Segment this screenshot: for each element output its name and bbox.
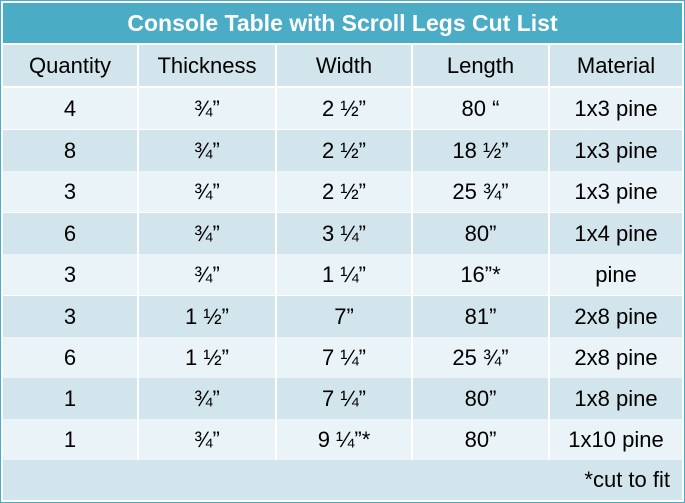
table-row: 3 ¾” 1 ¼” 16”* pine (3, 254, 682, 295)
cell-thickness: ¾” (139, 213, 277, 254)
cell-length: 80” (413, 378, 550, 419)
cell-material: 1x8 pine (550, 378, 682, 419)
cell-quantity: 3 (3, 296, 139, 337)
table-row: 8 ¾” 2 ½” 18 ½” 1x3 pine (3, 130, 682, 171)
cell-thickness: ¾” (139, 254, 277, 295)
cell-thickness: ¾” (139, 378, 277, 419)
cell-material: pine (550, 254, 682, 295)
table-row: 1 ¾” 7 ¼” 80” 1x8 pine (3, 378, 682, 419)
cell-material: 1x3 pine (550, 88, 682, 129)
cell-material: 1x3 pine (550, 171, 682, 212)
cell-width: 2 ½” (277, 88, 413, 129)
column-header-length: Length (413, 45, 550, 86)
cell-width: 1 ¼” (277, 254, 413, 295)
table-row: 3 ¾” 2 ½” 25 ¾” 1x3 pine (3, 171, 682, 212)
cell-thickness: ¾” (139, 171, 277, 212)
cell-length: 18 ½” (413, 130, 550, 171)
cell-quantity: 3 (3, 254, 139, 295)
cell-quantity: 6 (3, 213, 139, 254)
cell-width: 7 ¼” (277, 337, 413, 378)
cell-material: 1x10 pine (550, 419, 682, 460)
column-header-thickness: Thickness (139, 45, 277, 86)
cell-material: 1x3 pine (550, 130, 682, 171)
cell-thickness: 1 ½” (139, 337, 277, 378)
cell-quantity: 1 (3, 378, 139, 419)
table-row: 6 1 ½” 7 ¼” 25 ¾” 2x8 pine (3, 337, 682, 378)
cell-width: 9 ¼”* (277, 419, 413, 460)
cell-length: 25 ¾” (413, 171, 550, 212)
column-header-material: Material (550, 45, 682, 86)
cell-material: 2x8 pine (550, 337, 682, 378)
table-row: 4 ¾” 2 ½” 80 “ 1x3 pine (3, 88, 682, 129)
table-row: 1 ¾” 9 ¼”* 80” 1x10 pine (3, 419, 682, 460)
table-row: 3 1 ½” 7” 81” 2x8 pine (3, 296, 682, 337)
cell-width: 7” (277, 296, 413, 337)
cell-length: 80” (413, 213, 550, 254)
table-row: 6 ¾” 3 ¼” 80” 1x4 pine (3, 213, 682, 254)
cell-length: 80” (413, 419, 550, 460)
cell-length: 25 ¾” (413, 337, 550, 378)
cell-width: 2 ½” (277, 171, 413, 212)
table-title: Console Table with Scroll Legs Cut List (3, 3, 682, 43)
column-header-width: Width (277, 45, 413, 86)
cell-quantity: 3 (3, 171, 139, 212)
cell-width: 7 ¼” (277, 378, 413, 419)
cell-quantity: 4 (3, 88, 139, 129)
cell-thickness: ¾” (139, 419, 277, 460)
cell-thickness: 1 ½” (139, 296, 277, 337)
footnote: *cut to fit (3, 460, 682, 500)
column-header-quantity: Quantity (3, 45, 139, 86)
cell-thickness: ¾” (139, 130, 277, 171)
cell-length: 81” (413, 296, 550, 337)
cell-length: 16”* (413, 254, 550, 295)
cell-material: 1x4 pine (550, 213, 682, 254)
cell-quantity: 1 (3, 419, 139, 460)
header-row: Quantity Thickness Width Length Material (3, 45, 682, 86)
cell-material: 2x8 pine (550, 296, 682, 337)
cell-quantity: 8 (3, 130, 139, 171)
cell-width: 2 ½” (277, 130, 413, 171)
cell-quantity: 6 (3, 337, 139, 378)
cell-length: 80 “ (413, 88, 550, 129)
cell-thickness: ¾” (139, 88, 277, 129)
cell-width: 3 ¼” (277, 213, 413, 254)
